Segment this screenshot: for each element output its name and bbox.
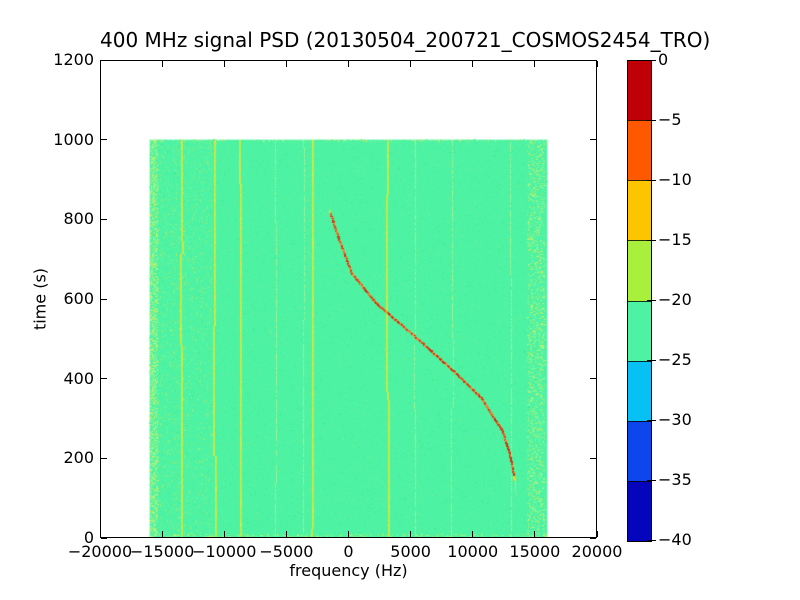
y-tick-mark xyxy=(101,59,107,61)
colorbar-tick-label: −15 xyxy=(658,230,692,249)
x-tick-label: 20000 xyxy=(571,542,623,561)
colorbar-band xyxy=(628,300,651,361)
spectrogram-canvas xyxy=(100,60,597,538)
colorbar-tick-mark xyxy=(647,359,656,361)
colorbar-tick-mark xyxy=(647,539,656,541)
colorbar-tick-mark xyxy=(647,179,656,181)
colorbar-band xyxy=(628,480,651,541)
x-tick-mark xyxy=(99,61,101,67)
colorbar-tick-mark xyxy=(647,479,656,481)
y-tick-label: 0 xyxy=(83,528,94,547)
x-tick-label: −10000 xyxy=(192,542,257,561)
x-tick-label: −5000 xyxy=(259,542,314,561)
x-axis-label: frequency (Hz) xyxy=(289,561,408,580)
colorbar-tick-mark xyxy=(647,419,656,421)
colorbar-tick-label: −10 xyxy=(658,170,692,189)
x-tick-label: 0 xyxy=(343,542,354,561)
y-tick-mark xyxy=(590,139,596,141)
x-tick-mark xyxy=(161,61,163,67)
x-tick-mark xyxy=(285,531,287,537)
x-tick-mark xyxy=(348,531,349,537)
y-tick-label: 1200 xyxy=(53,50,94,69)
colorbar-tick-label: −20 xyxy=(658,290,692,309)
colorbar-tick-label: −35 xyxy=(658,470,692,489)
y-tick-mark xyxy=(101,139,107,141)
x-tick-mark xyxy=(223,61,225,67)
colorbar-tick-label: −5 xyxy=(658,110,682,129)
colorbar-tick-label: 0 xyxy=(658,50,669,69)
x-tick-mark xyxy=(410,61,412,67)
y-tick-mark xyxy=(101,378,107,380)
y-tick-mark xyxy=(101,298,107,300)
colorbar-band xyxy=(628,180,651,241)
x-tick-mark xyxy=(348,61,349,67)
y-tick-mark xyxy=(590,378,596,380)
colorbar-tick-mark xyxy=(647,119,656,121)
x-tick-mark xyxy=(596,531,598,537)
y-tick-mark xyxy=(590,298,596,300)
y-tick-mark xyxy=(101,457,107,459)
y-tick-mark xyxy=(590,457,596,459)
x-tick-label: 15000 xyxy=(509,542,561,561)
y-tick-mark xyxy=(101,218,107,220)
y-tick-label: 600 xyxy=(63,289,94,308)
y-tick-label: 200 xyxy=(63,448,94,468)
colorbar-tick-mark xyxy=(647,299,656,301)
y-tick-mark xyxy=(590,59,596,61)
colorbar-band xyxy=(628,120,651,181)
x-tick-label: −15000 xyxy=(129,542,195,561)
x-tick-mark xyxy=(534,61,536,67)
x-tick-label: 5000 xyxy=(390,542,431,561)
y-tick-label: 400 xyxy=(63,368,94,388)
x-tick-mark xyxy=(472,61,474,67)
colorbar-tick-label: −30 xyxy=(658,410,692,429)
colorbar xyxy=(627,60,652,542)
x-tick-label: −20000 xyxy=(67,542,133,561)
colorbar-tick-label: −40 xyxy=(658,530,692,549)
y-tick-mark xyxy=(590,218,596,220)
y-tick-mark xyxy=(590,537,596,539)
colorbar-tick-mark xyxy=(647,239,656,241)
colorbar-band xyxy=(628,360,651,421)
colorbar-band xyxy=(628,61,651,121)
colorbar-tick-mark xyxy=(647,59,656,61)
colorbar-tick-label: −25 xyxy=(658,350,692,369)
y-tick-label: 1000 xyxy=(53,129,94,149)
x-tick-mark xyxy=(534,531,536,537)
colorbar-band xyxy=(628,240,651,301)
y-tick-mark xyxy=(101,537,107,539)
x-tick-mark xyxy=(472,531,474,537)
x-tick-label: 10000 xyxy=(447,542,499,561)
x-tick-mark xyxy=(99,531,101,537)
x-tick-mark xyxy=(223,531,225,537)
x-tick-mark xyxy=(410,531,412,537)
x-tick-mark xyxy=(285,61,287,67)
x-tick-mark xyxy=(161,531,163,537)
chart-title: 400 MHz signal PSD (20130504_200721_COSM… xyxy=(100,28,711,52)
x-tick-mark xyxy=(596,61,598,67)
y-tick-label: 800 xyxy=(63,209,94,229)
colorbar-band xyxy=(628,420,651,481)
